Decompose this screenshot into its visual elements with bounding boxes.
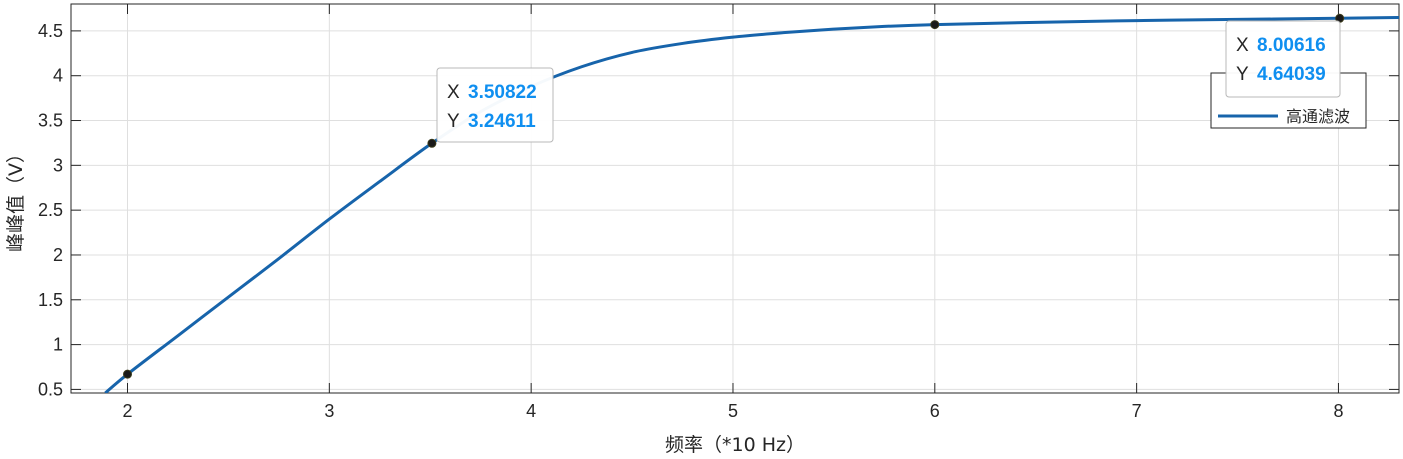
y-tick-label: 4.5 — [38, 21, 63, 41]
datatip: X 3.50822 Y 3.24611 — [436, 67, 554, 143]
data-marker[interactable] — [123, 369, 133, 379]
datatip-y-value: 3.24611 — [468, 111, 536, 132]
y-tick-label: 1.5 — [38, 290, 63, 310]
datatip-y-value: 4.64039 — [1257, 64, 1326, 85]
axis-ticks: 2 3 4 5 6 7 8 0.5 1 1.5 2 2.5 3 3.5 4 4.5 — [38, 4, 1399, 421]
datatip-box — [1225, 20, 1341, 98]
x-tick-label: 6 — [930, 401, 940, 421]
legend-label: 高通滤波 — [1286, 107, 1350, 126]
datatip-x-value: 3.50822 — [468, 82, 537, 103]
datatip-x-value: 8.00616 — [1257, 35, 1326, 56]
x-tick-label: 2 — [123, 401, 133, 421]
data-markers[interactable] — [123, 13, 1345, 379]
data-marker[interactable] — [427, 138, 437, 148]
y-tick-label: 0.5 — [38, 379, 63, 399]
datatip: X 8.00616 Y 4.64039 — [1225, 20, 1341, 98]
y-tick-label: 3 — [53, 155, 63, 175]
datatip-y-key: Y — [1236, 64, 1249, 85]
x-tick-label: 4 — [526, 401, 536, 421]
plot-area-border — [70, 3, 1400, 394]
y-tick-label: 2.5 — [38, 200, 63, 220]
series-layer — [104, 15, 1399, 393]
y-tick-label: 1 — [53, 335, 63, 355]
y-tick-label: 4 — [53, 66, 63, 86]
datatip-box — [436, 67, 554, 143]
x-tick-label: 8 — [1333, 401, 1343, 421]
y-axis-title: 峰峰值（V） — [5, 144, 27, 252]
grid — [71, 4, 1399, 393]
datatips: X 3.50822 Y 3.24611 X 8.00616 Y 4.64039 — [436, 20, 1341, 143]
x-tick-label: 7 — [1132, 401, 1142, 421]
x-tick-label: 5 — [728, 401, 738, 421]
x-tick-label: 3 — [324, 401, 334, 421]
y-tick-label: 2 — [53, 245, 63, 265]
series-line — [104, 15, 1399, 393]
x-axis-title: 频率（*10 Hz） — [665, 434, 805, 456]
datatip-x-key: X — [447, 82, 460, 103]
datatip-y-key: Y — [447, 111, 460, 132]
data-marker[interactable] — [930, 20, 940, 30]
datatip-x-key: X — [1236, 35, 1249, 56]
y-tick-label: 3.5 — [38, 111, 63, 131]
